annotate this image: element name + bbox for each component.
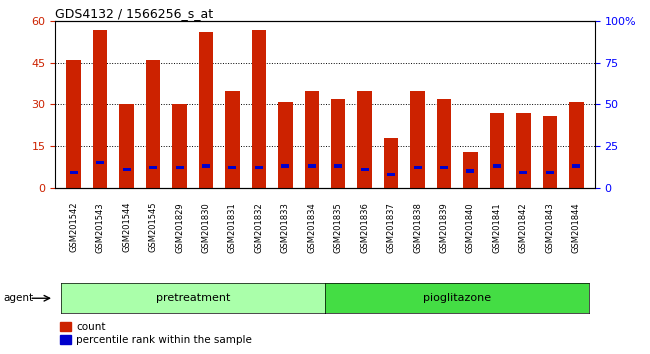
Bar (569, 102, 584, 188)
Text: GSM201840: GSM201840 (466, 202, 475, 253)
Bar (410, 91, 425, 188)
Bar (228, 166, 237, 169)
Text: GSM201843: GSM201843 (545, 202, 554, 253)
Bar (304, 91, 319, 188)
Bar (331, 99, 346, 188)
Bar (467, 169, 474, 173)
Bar (120, 104, 134, 188)
Text: GSM201844: GSM201844 (572, 202, 580, 253)
Bar (437, 99, 451, 188)
Bar (146, 60, 161, 188)
Text: GSM201834: GSM201834 (307, 202, 317, 253)
Text: GSM201838: GSM201838 (413, 202, 422, 253)
Bar (519, 171, 527, 174)
Text: GSM201833: GSM201833 (281, 202, 290, 253)
Text: GSM201830: GSM201830 (202, 202, 211, 253)
Text: GSM201831: GSM201831 (228, 202, 237, 253)
Bar (543, 115, 557, 188)
Bar (308, 164, 316, 168)
Text: GSM201542: GSM201542 (70, 202, 78, 252)
Text: GSM201832: GSM201832 (254, 202, 263, 253)
Bar (489, 113, 504, 188)
Bar (96, 161, 104, 164)
Bar (255, 166, 263, 169)
Text: GSM201842: GSM201842 (519, 202, 528, 253)
Text: agent: agent (3, 293, 33, 303)
Bar (572, 164, 580, 168)
Text: GSM201837: GSM201837 (387, 202, 396, 253)
Bar (440, 166, 448, 169)
Bar (66, 60, 81, 188)
Bar (463, 152, 478, 188)
Text: pretreatment: pretreatment (155, 293, 230, 303)
Text: GSM201836: GSM201836 (360, 202, 369, 253)
Text: GSM201545: GSM201545 (149, 202, 157, 252)
Text: GDS4132 / 1566256_s_at: GDS4132 / 1566256_s_at (55, 7, 213, 20)
Bar (361, 168, 369, 171)
Text: GSM201829: GSM201829 (175, 202, 184, 253)
Bar (278, 102, 292, 188)
Bar (493, 164, 501, 168)
Text: pioglitazone: pioglitazone (423, 293, 491, 303)
Bar (516, 113, 530, 188)
Bar (176, 166, 183, 169)
Bar (172, 104, 187, 188)
Bar (334, 164, 342, 168)
Text: GSM201835: GSM201835 (333, 202, 343, 253)
Bar (387, 173, 395, 176)
Bar (281, 164, 289, 168)
Bar (413, 166, 422, 169)
Bar (546, 171, 554, 174)
Bar (70, 171, 78, 174)
Text: GSM201841: GSM201841 (493, 202, 501, 253)
Bar (252, 30, 266, 188)
Bar (199, 32, 213, 188)
Bar (149, 166, 157, 169)
Bar (358, 91, 372, 188)
Bar (225, 91, 240, 188)
Text: GSM201544: GSM201544 (122, 202, 131, 252)
Bar (93, 30, 107, 188)
Text: GSM201543: GSM201543 (96, 202, 105, 253)
Text: GSM201839: GSM201839 (439, 202, 448, 253)
Bar (202, 164, 210, 168)
Bar (123, 168, 131, 171)
Bar (384, 138, 398, 188)
Legend: count, percentile rank within the sample: count, percentile rank within the sample (60, 322, 252, 345)
